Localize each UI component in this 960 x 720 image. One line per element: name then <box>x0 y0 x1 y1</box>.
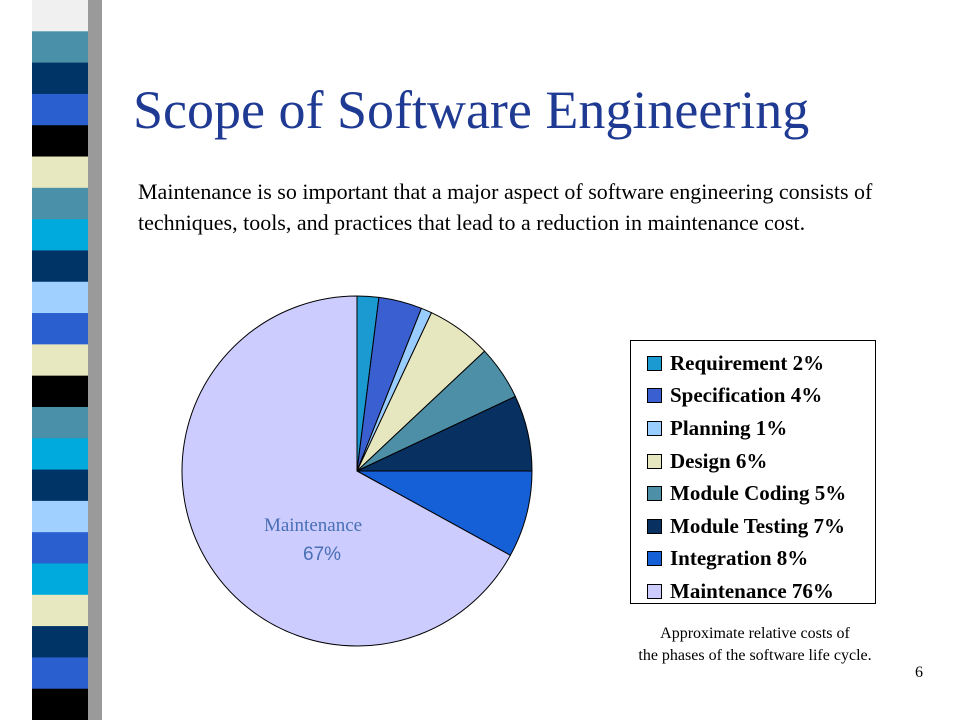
chart-caption: Approximate relative costs of the phases… <box>590 623 920 667</box>
slide-number: 6 <box>915 664 923 681</box>
legend-label: Module Coding 5% <box>670 481 847 506</box>
stripe-segment <box>32 532 88 564</box>
legend-label: Design 6% <box>670 448 768 473</box>
legend-item: Design 6% <box>631 445 875 478</box>
legend-swatch <box>647 388 662 404</box>
legend-swatch <box>647 583 662 599</box>
legend-item: Module Testing 7% <box>631 510 875 543</box>
stripe-segment <box>32 31 88 64</box>
legend-label: Module Testing 7% <box>670 513 846 538</box>
pie-data-label-name: Maintenance <box>264 515 362 536</box>
legend-label: Specification 4% <box>670 383 823 408</box>
pie-data-label-value: 67% <box>303 544 341 565</box>
chart-legend: Requirement 2% Specification 4% Planning 1… <box>630 340 876 604</box>
legend-item: Specification 4% <box>631 380 875 413</box>
stripe-segment <box>32 406 88 439</box>
legend-swatch <box>647 486 662 502</box>
caption-line-1: Approximate relative costs of <box>660 625 850 642</box>
decorative-stripe-bar <box>32 0 102 720</box>
stripe-segment <box>32 0 88 32</box>
legend-swatch <box>647 551 662 567</box>
legend-item: Module Coding 5% <box>631 477 875 510</box>
stripe-segment <box>32 688 88 720</box>
legend-item: Planning 1% <box>631 412 875 445</box>
stripe-segment <box>32 375 88 408</box>
slide-body-text: Maintenance is so important that a major… <box>138 179 873 235</box>
stripe-segment <box>32 344 88 377</box>
stripe-segment <box>32 125 88 158</box>
stripe-segment <box>32 313 88 345</box>
stripe-segment <box>32 62 88 95</box>
stripe-segment <box>32 219 88 251</box>
legend-label: Planning 1% <box>670 415 788 440</box>
pie-slice-maintenance <box>181 295 512 647</box>
legend-label: Integration 8% <box>670 546 809 571</box>
stripe-segment <box>32 469 88 502</box>
stripe-shadow <box>88 0 102 720</box>
slide-title: Scope of Software Engineering <box>133 80 810 140</box>
stripe-segment <box>32 500 88 533</box>
legend-label: Requirement 2% <box>670 350 825 375</box>
legend-swatch <box>647 453 662 469</box>
legend-item: Maintenance 76% <box>631 575 875 608</box>
stripe-segment <box>32 563 88 596</box>
legend-label: Maintenance 76% <box>670 578 834 603</box>
stripe-segment <box>32 626 88 658</box>
stripe-segment <box>32 438 88 471</box>
stripe-segment <box>32 657 88 690</box>
stripe-segment <box>32 187 88 220</box>
stripe-segment <box>32 594 88 627</box>
stripe-segment <box>32 250 88 283</box>
legend-swatch <box>647 518 662 534</box>
stripe-segment <box>32 281 88 314</box>
legend-swatch <box>647 355 662 371</box>
stripe-segment <box>32 156 88 189</box>
legend-item: Requirement 2% <box>631 347 875 380</box>
stripe-segment <box>32 93 88 126</box>
caption-line-2: the phases of the software life cycle. <box>638 647 872 664</box>
legend-swatch <box>647 420 662 436</box>
legend-item: Integration 8% <box>631 543 875 576</box>
pie-chart: Maintenance 67% <box>181 295 533 647</box>
